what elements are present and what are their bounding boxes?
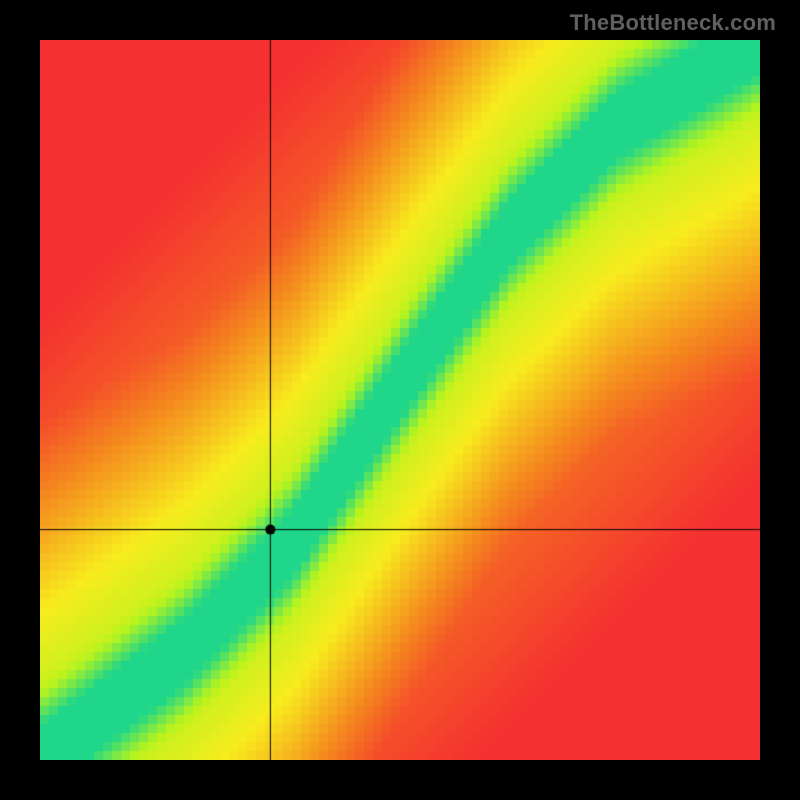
watermark-text: TheBottleneck.com bbox=[570, 10, 776, 36]
bottleneck-heatmap bbox=[40, 40, 760, 760]
